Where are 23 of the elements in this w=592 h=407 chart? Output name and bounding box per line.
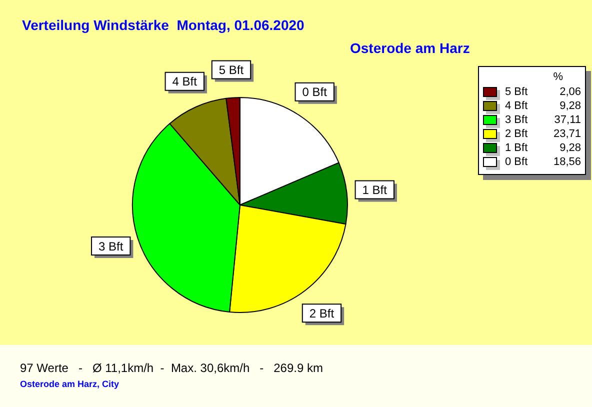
legend-label: 3 Bft — [505, 114, 529, 126]
legend-title: % — [552, 71, 564, 83]
slice-label: 3 Bft — [98, 239, 124, 254]
legend-label: 2 Bft — [505, 128, 529, 140]
slice-label: 0 Bft — [302, 85, 328, 100]
legend-label: 5 Bft — [505, 86, 529, 98]
slice-label: 2 Bft — [309, 306, 335, 320]
slice-label: 4 Bft — [172, 74, 198, 89]
slice-label: 5 Bft — [218, 63, 244, 78]
data-label: 9,28 — [558, 100, 581, 112]
slice-label: 1 Bft — [362, 183, 388, 198]
text: 97 Werte - Ø 11,1km/h - Max. 30,6km/h - 269.9 km — [20, 361, 323, 375]
chart-title: Verteilung Windstärke Montag, 01.06.2020 — [22, 17, 304, 33]
data-label: 18,56 — [552, 156, 581, 168]
data-label: 9,28 — [558, 142, 581, 154]
data-label: 37,11 — [553, 114, 581, 126]
data-label: 2,06 — [558, 86, 581, 98]
chart-subtitle: Osterode am Harz — [350, 40, 470, 56]
legend-label: 4 Bft — [505, 100, 529, 112]
text: Osterode am Harz, City — [20, 379, 120, 389]
legend-label: 0 Bft — [505, 156, 529, 168]
legend-label: 1 Bft — [505, 142, 529, 154]
data-label: 23,71 — [552, 128, 581, 140]
